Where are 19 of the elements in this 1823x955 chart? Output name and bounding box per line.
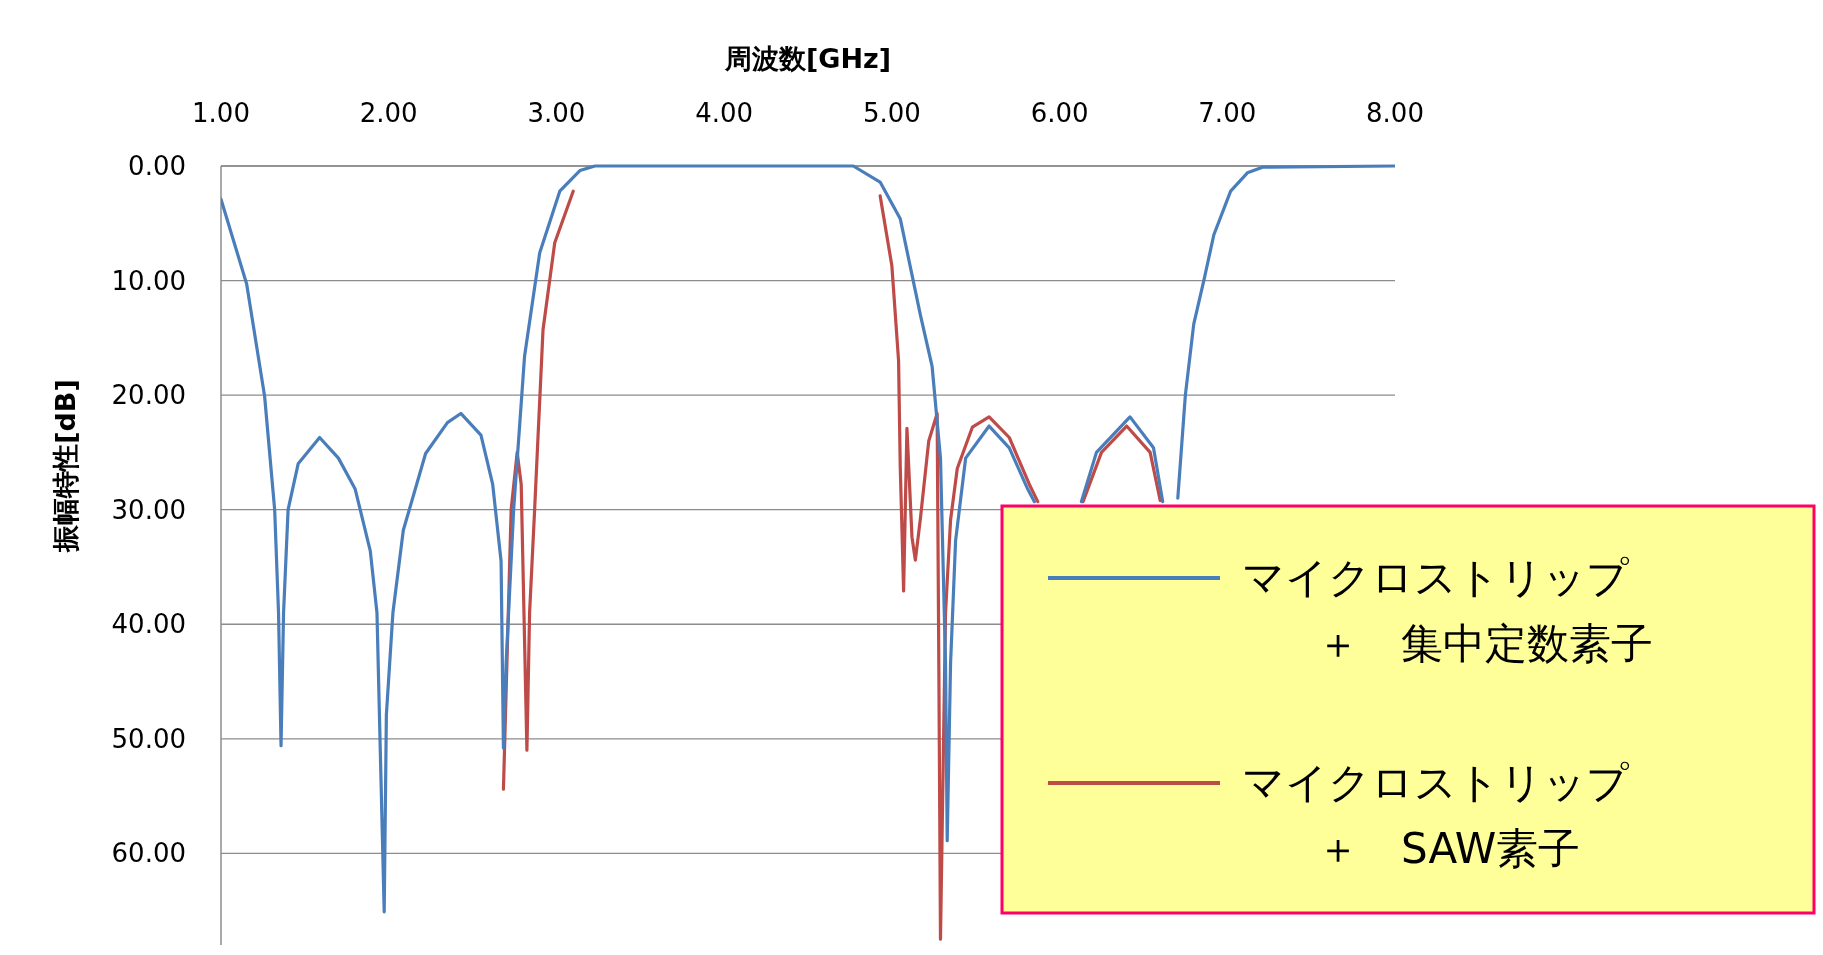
- y-tick-label: 10.00: [111, 265, 186, 296]
- x-tick-label: 8.00: [1366, 98, 1424, 128]
- y-tick-label: 60.00: [111, 838, 186, 869]
- x-tick-label: 2.00: [359, 98, 418, 128]
- y-tick-label: 30.00: [111, 494, 186, 525]
- x-axis-title: 周波数[GHz]: [723, 43, 892, 74]
- legend-label: マイクロストリップ＋ SAW素子: [1242, 758, 1630, 873]
- x-tick-label: 1.00: [192, 98, 250, 128]
- y-tick-label: 40.00: [111, 609, 186, 640]
- y-tick-label: 20.00: [111, 380, 186, 411]
- y-tick-label: 50.00: [111, 723, 186, 754]
- y-axis-title: 振幅特性[dB]: [50, 379, 81, 553]
- x-tick-label: 5.00: [862, 98, 921, 128]
- x-tick-label: 7.00: [1198, 98, 1257, 128]
- y-tick-label: 0.00: [128, 151, 186, 181]
- legend-label: マイクロストリップ＋ 集中定数素子: [1242, 553, 1653, 668]
- x-tick-label: 4.00: [695, 98, 754, 128]
- x-tick-label: 3.00: [527, 98, 586, 128]
- x-tick-label: 6.00: [1030, 98, 1089, 128]
